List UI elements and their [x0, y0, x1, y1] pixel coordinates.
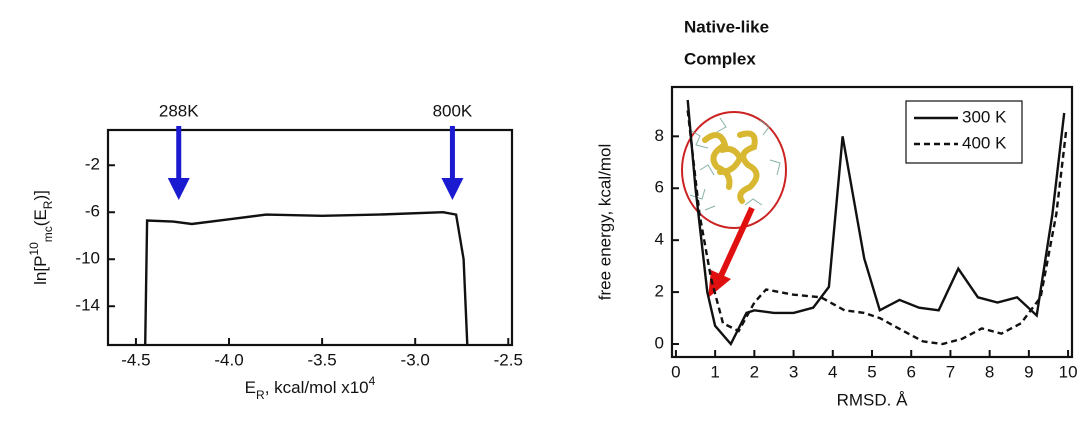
- x-axis-label: ER, kcal/mol x104: [245, 374, 376, 402]
- y-tick-label: -2: [85, 155, 100, 174]
- data-line: [686, 99, 1066, 347]
- plot-frame: [106, 128, 514, 347]
- y-axis-label-part: (E: [31, 209, 50, 226]
- x-axis-label-part: , kcal/mol x10: [265, 378, 369, 397]
- x-tick-label: 3: [789, 362, 798, 381]
- inset-ring: [681, 111, 787, 229]
- y-tick-label: -14: [75, 296, 100, 315]
- legend-box: [905, 100, 1023, 164]
- helix: [702, 130, 760, 204]
- legend-label: 400 K: [962, 133, 1007, 152]
- x-axis-label: RMSD. Å: [837, 390, 909, 409]
- y-tick-label: -10: [75, 249, 100, 268]
- y-axis-label: free energy, kcal/mol: [595, 144, 614, 301]
- y-tick-label: 8: [655, 126, 664, 145]
- x-tick-label: 9: [1024, 362, 1033, 381]
- solvent: [689, 117, 781, 211]
- y-tick-label: 2: [655, 282, 664, 301]
- x-tick-label: -2.5: [494, 350, 523, 369]
- annotation: 800K: [433, 101, 473, 120]
- y-axis-label-part: )]: [31, 190, 50, 200]
- y-axis-label-part: R: [41, 200, 55, 209]
- x-tick-label: 6: [906, 362, 915, 381]
- x-tick-label: 7: [946, 362, 955, 381]
- y-axis-label-part: ln[P: [31, 256, 50, 285]
- inset-arrow: [708, 206, 755, 298]
- y-tick-label: 0: [655, 334, 664, 353]
- y-tick-label: 4: [655, 230, 664, 249]
- x-tick-label: -4.5: [121, 350, 150, 369]
- y-tick-label: 6: [655, 178, 664, 197]
- x-tick-label: 5: [867, 362, 876, 381]
- x-tick-label: -4.0: [214, 350, 243, 369]
- x-tick-label: 0: [671, 362, 680, 381]
- x-tick-label: 10: [1059, 362, 1078, 381]
- y-axis-label-part: mc: [41, 226, 55, 242]
- y-axis-label-part: 10: [27, 242, 41, 256]
- data-line: [686, 110, 1068, 346]
- x-tick-label: -3.5: [307, 350, 336, 369]
- annotation: Native-like: [684, 17, 769, 36]
- arrow-shaft: [717, 206, 755, 280]
- x-axis-label-part: 4: [369, 374, 376, 388]
- protein-inset: [681, 111, 787, 229]
- x-tick-label: 4: [828, 362, 837, 381]
- legend-label: 300 K: [962, 107, 1007, 126]
- annotation: 288K: [159, 101, 199, 120]
- x-tick-label: 2: [750, 362, 759, 381]
- x-axis-label-part: R: [256, 388, 265, 402]
- x-axis-label-part: E: [245, 378, 256, 397]
- data-line: [144, 210, 469, 346]
- y-axis-label: ln[P10mc(ER)]: [27, 190, 55, 285]
- annotation-arrowhead: [441, 178, 464, 200]
- x-tick-label: -3.0: [401, 350, 430, 369]
- annotation: Complex: [684, 49, 756, 68]
- y-tick-label: -6: [85, 202, 100, 221]
- x-tick-label: 8: [985, 362, 994, 381]
- x-tick-label: 1: [710, 362, 719, 381]
- annotation-arrowhead: [167, 178, 190, 200]
